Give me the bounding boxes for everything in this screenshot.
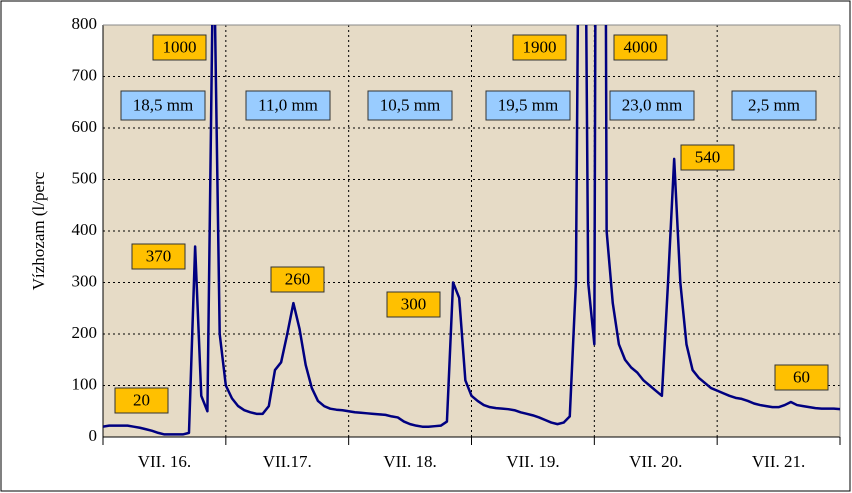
peak-label-box [114, 387, 169, 414]
rain-label-box [367, 90, 453, 121]
rain-label: 2,5 mm [748, 95, 800, 114]
peak-label: 370 [146, 246, 172, 265]
peak-label: 540 [695, 147, 721, 166]
rain-label: 18,5 mm [133, 95, 193, 114]
x-tick-label: VII. 16. [138, 452, 191, 471]
discharge-line [103, 25, 840, 436]
rain-label-box [609, 90, 695, 121]
rain-label: 11,0 mm [258, 95, 318, 114]
peak-label: 300 [401, 294, 427, 313]
peak-label: 260 [285, 269, 311, 288]
peak-label-box [270, 266, 325, 293]
y-tick-label: 600 [72, 117, 98, 136]
x-tick-label: VII.17. [263, 452, 312, 471]
rain-label: 19,5 mm [498, 95, 558, 114]
peak-label-box [680, 144, 735, 171]
y-tick-label: 200 [72, 323, 98, 342]
rain-label-box [245, 90, 331, 121]
rain-label-box [485, 90, 571, 121]
x-tick-label: VII. 20. [629, 452, 682, 471]
rain-label-box [731, 90, 817, 121]
peak-label-box [613, 34, 668, 61]
y-tick-label: 800 [72, 14, 98, 33]
rain-label: 23,0 mm [622, 95, 682, 114]
rain-label: 10,5 mm [380, 95, 440, 114]
peak-label-box [512, 34, 567, 61]
peak-label: 4000 [624, 37, 658, 56]
y-tick-label: 0 [89, 426, 98, 445]
peak-label: 1900 [523, 37, 557, 56]
peak-label-box [131, 243, 186, 270]
peak-label: 20 [133, 390, 150, 409]
x-tick-label: VII. 18. [383, 452, 436, 471]
y-axis-label: Vízhozam (l/perc [29, 171, 48, 290]
rain-label-box [120, 90, 206, 121]
peak-label-box [386, 291, 441, 318]
peak-label-box [774, 364, 829, 391]
peak-label-box [152, 34, 207, 61]
y-tick-label: 500 [72, 168, 98, 187]
y-tick-label: 700 [72, 65, 98, 84]
y-tick-label: 100 [72, 374, 98, 393]
peak-label: 1000 [163, 37, 197, 56]
x-tick-label: VII. 19. [506, 452, 559, 471]
x-tick-label: VII. 21. [752, 452, 805, 471]
peak-label: 60 [793, 367, 810, 386]
y-tick-label: 300 [72, 271, 98, 290]
y-tick-label: 400 [72, 220, 98, 239]
